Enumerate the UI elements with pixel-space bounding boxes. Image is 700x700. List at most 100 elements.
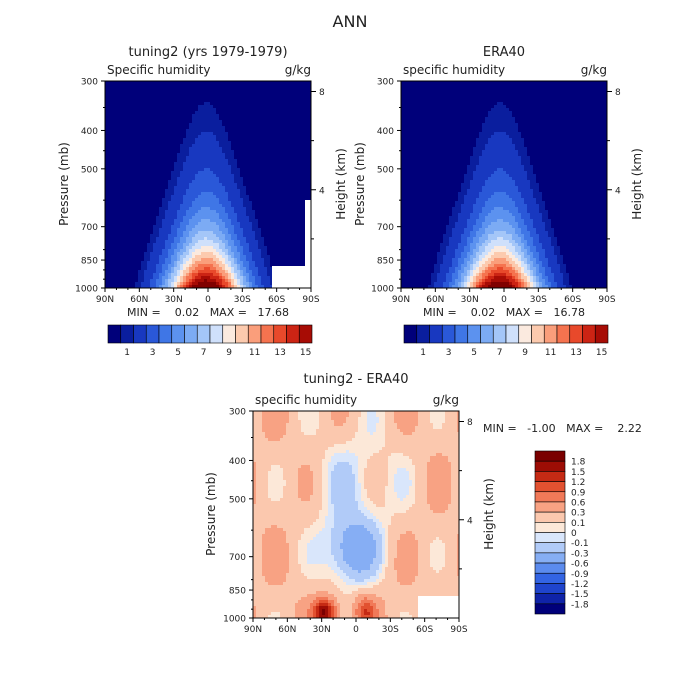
contour-cell [171, 114, 175, 118]
contour-cell [294, 90, 298, 94]
contour-cell [213, 138, 217, 142]
contour-cell [156, 159, 160, 163]
contour-cell [183, 201, 187, 205]
contour-cell [210, 165, 214, 169]
contour-cell [246, 123, 250, 127]
contour-cell [234, 279, 238, 283]
contour-cell [198, 243, 202, 247]
contour-cell [282, 234, 286, 238]
contour-cell [183, 159, 187, 163]
contour-cell [246, 201, 250, 205]
contour-cell [186, 264, 190, 268]
contour-cell [276, 150, 280, 154]
contour-cell [285, 81, 289, 85]
contour-cell [132, 246, 136, 250]
contour-cell [207, 228, 211, 232]
contour-cell [300, 177, 304, 181]
contour-cell [288, 246, 292, 250]
contour-cell [162, 225, 166, 229]
contour-cell [123, 267, 127, 271]
contour-cell [198, 102, 202, 106]
contour-cell [267, 165, 271, 169]
contour-cell [303, 168, 307, 172]
contour-cell [300, 219, 304, 223]
contour-cell [126, 123, 130, 127]
contour-cell [117, 120, 121, 124]
contour-cell [216, 96, 220, 100]
contour-cell [159, 141, 163, 145]
contour-cell [216, 156, 220, 160]
contour-cell [162, 240, 166, 244]
contour-cell [246, 135, 250, 139]
contour-cell [180, 105, 184, 109]
contour-cell [129, 138, 133, 142]
contour-cell [189, 183, 193, 187]
contour-cell [192, 243, 196, 247]
contour-cell [201, 123, 205, 127]
contour-cell [309, 129, 311, 133]
contour-cell [138, 258, 142, 262]
contour-cell [228, 114, 232, 118]
contour-cell [264, 81, 268, 85]
contour-cell [180, 273, 184, 277]
contour-cell [123, 150, 127, 154]
colorbar-label: 15 [300, 348, 311, 358]
contour-cell [159, 102, 163, 106]
contour-cell [195, 213, 199, 217]
contour-cell [114, 162, 118, 166]
contour-cell [264, 177, 268, 181]
contour-cell [276, 84, 280, 88]
contour-cell [177, 144, 181, 148]
contour-cell [285, 102, 289, 106]
contour-cell [258, 261, 262, 265]
contour-cell [117, 198, 121, 202]
contour-cell [165, 159, 169, 163]
contour-cell [138, 108, 142, 112]
contour-cell [177, 252, 181, 256]
contour-cell [246, 264, 250, 268]
contour-cell [246, 276, 250, 280]
contour-cell [141, 129, 145, 133]
contour-cell [288, 108, 292, 112]
contour-cell [165, 96, 169, 100]
contour-cell [150, 132, 154, 136]
contour-cell [147, 171, 151, 175]
contour-cell [237, 264, 241, 268]
contour-cell [219, 186, 223, 190]
contour-cell [306, 93, 310, 97]
contour-cell [249, 87, 253, 91]
contour-cell [120, 129, 124, 133]
contour-cell [228, 138, 232, 142]
contour-cell [267, 282, 271, 286]
contour-cell [255, 252, 259, 256]
contour-cell [207, 132, 211, 136]
contour-cell [258, 105, 262, 109]
contour-cell [195, 141, 199, 145]
contour-cell [234, 168, 238, 172]
contour-cell [123, 126, 127, 130]
contour-cell [177, 156, 181, 160]
contour-cell [225, 150, 229, 154]
contour-cell [141, 186, 145, 190]
contour-cell [210, 108, 214, 112]
contour-cell [105, 123, 109, 127]
contour-cell [488, 84, 492, 88]
contour-cell [249, 159, 253, 163]
contour-cell [300, 213, 304, 217]
contour-cell [147, 276, 151, 280]
contour-cell [159, 87, 163, 91]
contour-cell [270, 117, 274, 121]
contour-cell [264, 105, 268, 109]
contour-cell [105, 198, 109, 202]
contour-cell [114, 216, 118, 220]
contour-cell [165, 195, 169, 199]
contour-cell [174, 231, 178, 235]
contour-cell [270, 99, 274, 103]
contour-cell [237, 246, 241, 250]
contour-cell [123, 180, 127, 184]
contour-cell [479, 81, 483, 85]
contour-cell [201, 246, 205, 250]
contour-cell [114, 135, 118, 139]
contour-cell [132, 270, 136, 274]
contour-cell [297, 147, 301, 151]
